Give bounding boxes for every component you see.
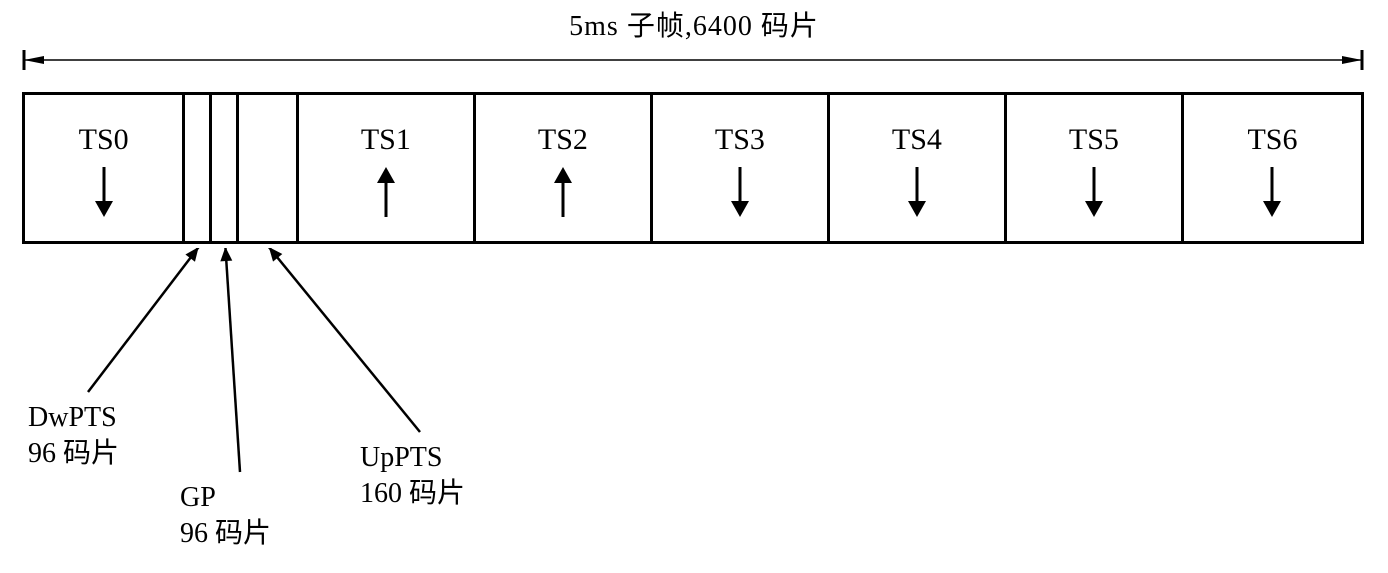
callout-line2-GP: 96 码片 [180,516,271,552]
arrow-down-icon [905,165,929,219]
callout-arrowhead-DwPTS [185,248,198,262]
frame-title: 5ms 子帧,6400 码片 [0,4,1388,44]
arrow-down-icon [1260,165,1284,219]
callout-line2-DwPTS: 96 码片 [28,436,119,472]
dimension-line [22,50,1364,70]
callout-text-GP: GP96 码片 [180,480,271,553]
slot-label-TS1: TS1 [299,123,473,157]
arrow-up-icon [374,165,398,219]
slot-GP [212,95,239,241]
callout-line1-UpPTS: UpPTS [360,440,465,476]
slot-TS2: TS2 [476,95,653,241]
callout-line1-DwPTS: DwPTS [28,400,119,436]
arrow-down-icon [1082,165,1106,219]
slot-TS0: TS0 [25,95,185,241]
callout-text-UpPTS: UpPTS160 码片 [360,440,465,513]
arrow-up-icon [551,165,575,219]
callout-arrowhead-GP [220,248,232,261]
slot-label-TS3: TS3 [653,123,827,157]
callout-line2-UpPTS: 160 码片 [360,476,465,512]
arrow-down-icon [92,165,116,219]
callout-line-UpPTS [269,248,420,432]
slot-label-TS6: TS6 [1184,123,1361,157]
callout-line-DwPTS [88,248,199,392]
slot-UpPTS [239,95,299,241]
slot-TS4: TS4 [830,95,1007,241]
slot-label-TS4: TS4 [830,123,1004,157]
callout-text-DwPTS: DwPTS96 码片 [28,400,119,473]
slot-label-TS0: TS0 [25,123,182,157]
diagram-stage: 5ms 子帧,6400 码片 TS0 TS1TS2TS3TS4TS5TS6 DwP… [0,0,1388,573]
callout-line-GP [225,248,240,472]
slot-TS5: TS5 [1007,95,1184,241]
slot-TS6: TS6 [1184,95,1361,241]
callout-line1-GP: GP [180,480,271,516]
frame-row: TS0 TS1TS2TS3TS4TS5TS6 [22,92,1364,244]
slot-label-TS2: TS2 [476,123,650,157]
slot-TS3: TS3 [653,95,830,241]
arrow-down-icon [728,165,752,219]
slot-TS1: TS1 [299,95,476,241]
slot-DwPTS [185,95,212,241]
slot-label-TS5: TS5 [1007,123,1181,157]
